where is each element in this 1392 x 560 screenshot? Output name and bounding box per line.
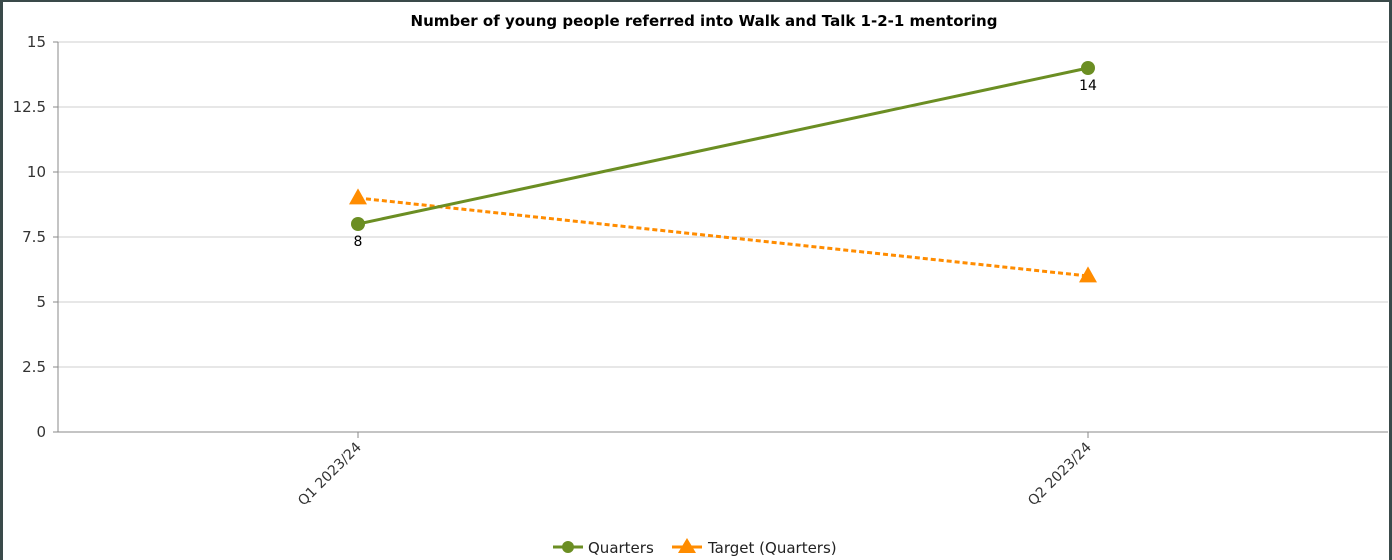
y-tick-label: 15 [27, 33, 46, 51]
grid-layer [58, 41, 1388, 368]
legend-label: Target (Quarters) [707, 539, 837, 557]
data-point-target [349, 188, 367, 205]
legend-marker-circle [562, 541, 574, 553]
y-tick-label: 2.5 [22, 358, 46, 376]
series-line-target [357, 196, 1089, 278]
x-tick-label: Q1 2023/24 [295, 439, 365, 509]
y-tick-label: 7.5 [22, 228, 46, 246]
axis-layer: 0 2.5 5 7.5 10 12.5 15 Q1 2023/24 Q2 2023/24 [13, 33, 1388, 509]
data-label-layer: 8 14 [354, 78, 1097, 250]
data-point-target [1079, 266, 1097, 283]
data-point-quarters [1081, 61, 1095, 75]
data-label: 8 [354, 234, 363, 250]
chart-title: Number of young people referred into Wal… [411, 12, 998, 30]
y-tick-label: 12.5 [13, 98, 46, 116]
y-tick-label: 5 [36, 293, 46, 311]
y-tick-label: 0 [36, 423, 46, 441]
legend-label: Quarters [588, 539, 654, 557]
data-label: 14 [1079, 78, 1097, 94]
y-tick-label: 10 [27, 163, 46, 181]
series-layer [349, 61, 1097, 283]
x-tick-label: Q2 2023/24 [1025, 439, 1095, 509]
legend: Quarters Target (Quarters) [553, 538, 837, 557]
series-line-quarters [357, 66, 1089, 226]
legend-marker-triangle [678, 538, 696, 553]
data-point-quarters [351, 217, 365, 231]
